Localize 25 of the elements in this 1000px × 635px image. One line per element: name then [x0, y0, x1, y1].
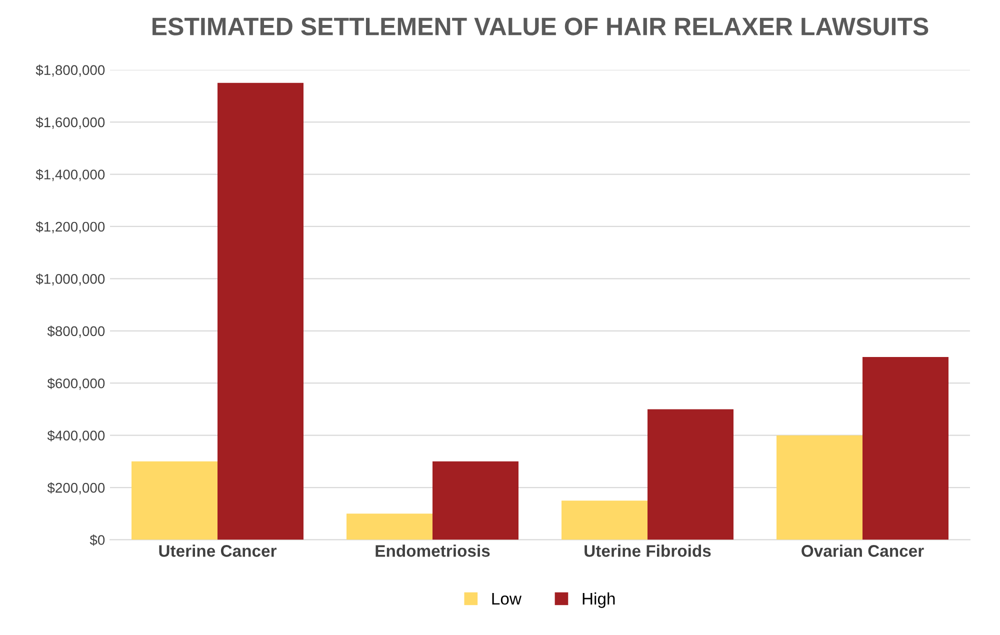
bar	[648, 409, 734, 540]
legend-label: High	[582, 592, 615, 608]
y-tick-label: $800,000	[47, 326, 105, 338]
y-tick-label: $0	[90, 534, 105, 546]
y-tick-label: $400,000	[47, 430, 105, 442]
bar	[218, 82, 304, 540]
x-tick-label: Uterine Fibroids	[584, 544, 711, 557]
chart-title: ESTIMATED SETTLEMENT VALUE OF HAIR RELAXER LAWSUITS	[152, 18, 928, 36]
y-tick-label: $1,200,000	[36, 221, 105, 234]
bar	[346, 514, 432, 540]
bar	[562, 500, 648, 540]
y-tick-label: $600,000	[47, 378, 105, 390]
y-tick-label: $200,000	[47, 482, 105, 494]
bar	[862, 357, 948, 540]
bar	[776, 435, 862, 540]
y-tick-label: $1,000,000	[36, 273, 105, 286]
x-tick-label: Endometriosis	[376, 544, 490, 557]
x-tick-label: Ovarian Cancer	[802, 544, 924, 557]
bar	[132, 461, 218, 540]
y-tick-label: $1,600,000	[36, 116, 105, 129]
x-tick-label: Uterine Cancer	[159, 544, 277, 557]
bar	[432, 461, 518, 540]
y-tick-label: $1,400,000	[36, 169, 105, 182]
legend-label: Low	[492, 593, 522, 605]
y-tick-label: $1,800,000	[36, 64, 105, 77]
